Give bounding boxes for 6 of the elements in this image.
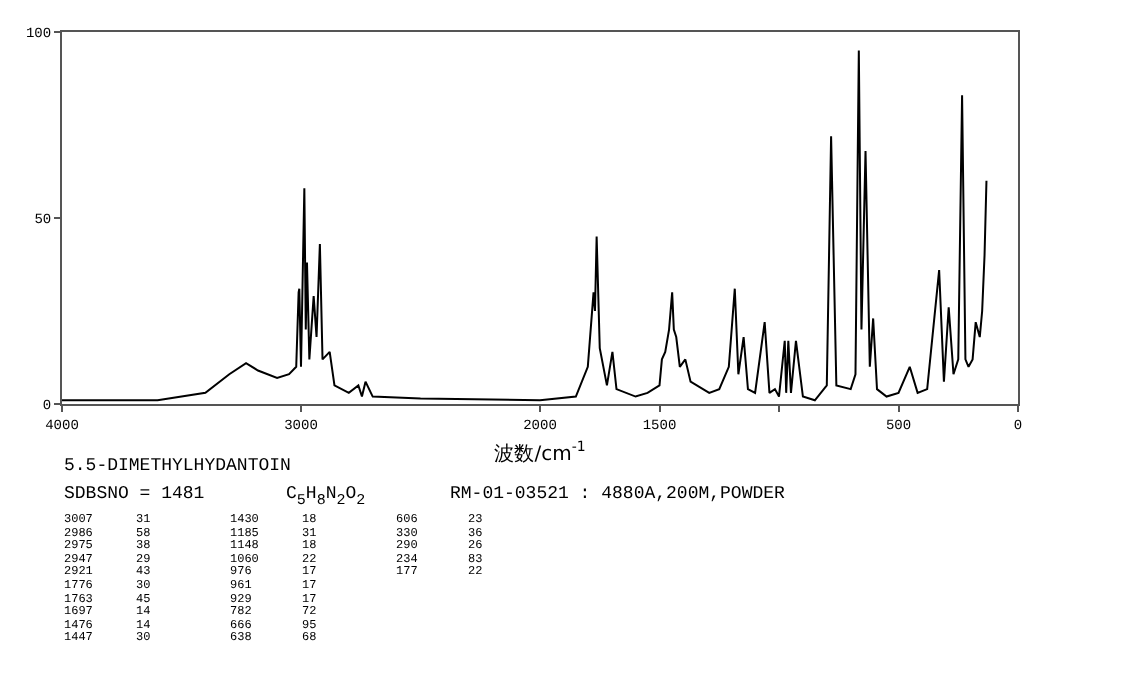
text: C$_{5}$H$_{8}$N$_{2}$O$_{2}$ <box>286 484 366 511</box>
x-axis-title: 波数/cm$^{-1}$ <box>494 439 586 466</box>
text: RM-01-03521 : 4880A,200M,POWDER <box>450 484 785 504</box>
line-series <box>62 49 988 402</box>
text: SDBSNO = 1481 <box>64 484 205 504</box>
text: 5.5-DIMETHYLHYDANTOIN <box>64 456 291 476</box>
